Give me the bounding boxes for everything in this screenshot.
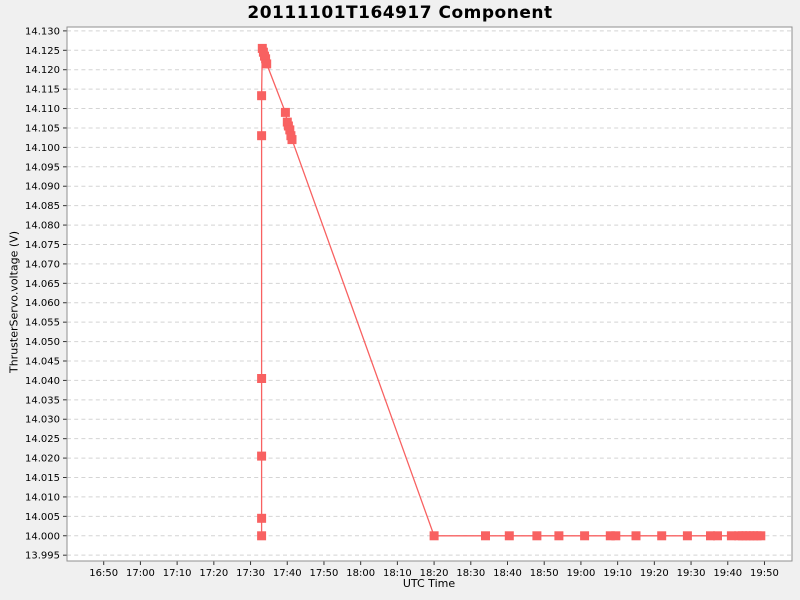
y-tick-label: 14.040 [25,376,60,387]
x-tick-label: 18:40 [493,568,522,579]
x-tick-label: 17:40 [273,568,302,579]
y-tick-label: 14.035 [25,395,60,406]
x-tick-label: 19:10 [603,568,632,579]
data-point-marker [257,91,267,101]
data-point-marker [657,531,667,541]
plot-border [66,26,793,562]
x-tick-label: 17:50 [310,568,339,579]
y-tick-label: 14.130 [25,26,60,37]
x-axis-label: UTC Time [402,577,456,590]
y-tick-label: 13.995 [25,551,60,562]
x-tick-label: 19:00 [567,568,596,579]
data-point-marker [257,451,267,461]
data-point-marker [611,531,621,541]
x-tick-label: 18:20 [420,568,449,579]
data-point-marker [631,531,641,541]
data-point-marker [262,59,272,69]
y-tick-label: 14.100 [25,143,60,154]
y-tick-label: 14.005 [25,512,60,523]
data-point-marker [261,54,271,64]
data-point-marker [756,531,766,541]
data-point-marker [726,531,736,541]
y-tick-label: 14.120 [25,65,60,76]
data-point-marker [429,531,439,541]
plot-background [67,27,792,561]
x-tick-label: 17:20 [199,568,228,579]
y-tick-label: 14.125 [25,46,60,57]
x-tick-label: 19:50 [750,568,779,579]
y-tick-label: 14.000 [25,531,60,542]
y-tick-label: 14.025 [25,434,60,445]
data-point-marker [257,374,267,383]
x-tick-label: 16:50 [89,568,118,579]
y-tick-label: 14.110 [25,104,60,115]
x-tick-label: 17:30 [236,568,265,579]
data-point-marker [287,135,297,145]
y-tick-label: 14.090 [25,182,60,193]
data-point-marker [706,531,715,541]
x-tick-label: 17:00 [126,568,155,579]
y-tick-label: 14.085 [25,201,60,212]
data-point-marker [682,531,692,541]
y-tick-label: 14.105 [25,123,60,134]
x-tick-label: 19:30 [677,568,706,579]
data-point-marker [580,531,590,541]
x-tick-label: 18:50 [530,568,559,579]
y-tick-label: 14.030 [25,415,60,426]
data-point-marker [481,531,490,541]
y-tick-label: 14.015 [25,473,60,484]
x-tick-label: 18:00 [346,568,375,579]
x-tick-label: 19:40 [713,568,742,579]
data-point-marker [285,125,295,135]
y-tick-label: 14.045 [25,356,60,367]
y-tick-label: 14.075 [25,240,60,251]
chart-title: 20111101T164917 Component [247,3,553,23]
y-tick-label: 14.020 [25,454,60,465]
y-tick-label: 14.080 [25,221,60,232]
y-tick-label: 14.095 [25,162,60,173]
data-point-marker [257,513,267,523]
data-point-marker [605,531,615,541]
y-tick-label: 14.070 [25,259,60,270]
y-tick-label: 14.050 [25,337,60,348]
y-tick-label: 14.065 [25,279,60,290]
data-point-marker [257,531,267,541]
x-tick-label: 19:20 [640,568,669,579]
x-tick-label: 18:10 [383,568,412,579]
data-point-marker [713,531,722,541]
data-point-marker [532,531,542,541]
y-tick-label: 14.115 [25,85,60,96]
data-point-marker [554,531,564,541]
x-tick-label: 17:10 [163,568,192,579]
data-point-marker [257,131,267,141]
y-tick-label: 14.060 [25,298,60,309]
y-tick-label: 14.010 [25,492,60,503]
y-tick-label: 14.055 [25,318,60,329]
x-tick-label: 18:30 [456,568,485,579]
data-point-marker [280,107,290,117]
data-point-marker [504,531,514,541]
